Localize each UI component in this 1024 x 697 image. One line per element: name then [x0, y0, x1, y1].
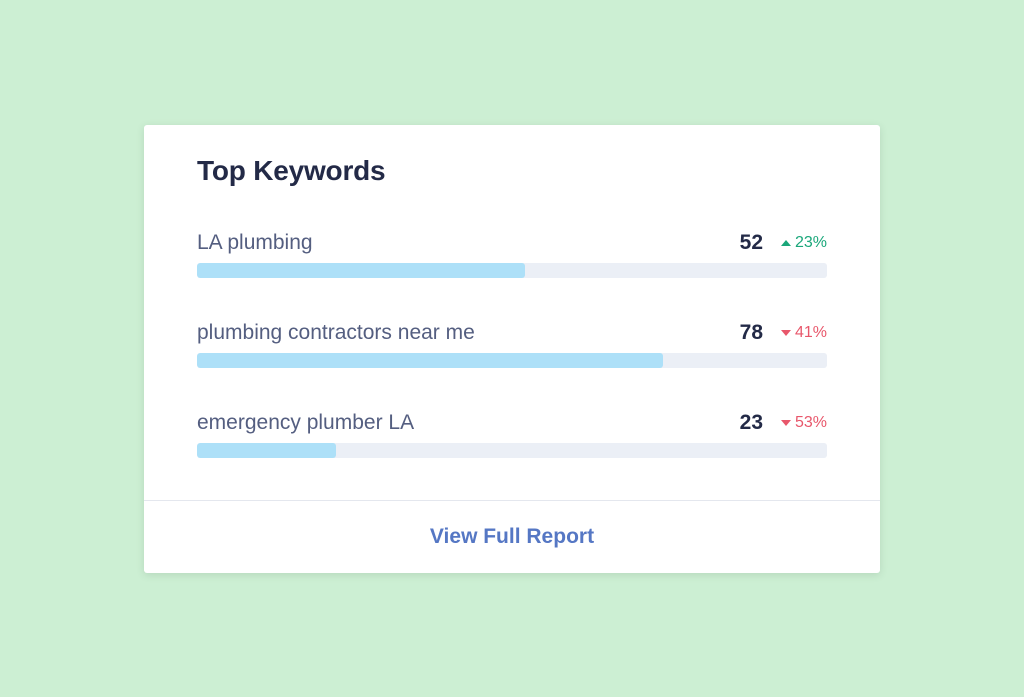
keyword-row: LA plumbing 52 23% — [197, 227, 827, 317]
keyword-change-value: 53% — [794, 414, 827, 431]
keyword-change: 41% — [777, 324, 827, 342]
keyword-change-value: 23% — [794, 234, 827, 251]
keyword-rank: 23 — [739, 411, 763, 434]
keyword-progress-fill — [197, 353, 664, 368]
keyword-progress-track — [197, 353, 827, 368]
top-keywords-card: Top Keywords LA plumbing 52 23% plumbing… — [144, 125, 880, 573]
keyword-progress-fill — [197, 443, 336, 458]
keyword-label: plumbing contractors near me — [197, 321, 475, 344]
keyword-progress-track — [197, 443, 827, 458]
triangle-down-icon — [780, 420, 791, 426]
keyword-change: 23% — [777, 234, 827, 252]
triangle-down-icon — [780, 330, 791, 336]
keyword-row: plumbing contractors near me 78 41% — [197, 317, 827, 407]
keyword-row: emergency plumber LA 23 53% — [197, 407, 827, 497]
card-title: Top Keywords — [197, 155, 386, 186]
keyword-change-value: 41% — [794, 324, 827, 341]
keyword-label: LA plumbing — [197, 231, 313, 254]
view-full-report-link[interactable]: View Full Report — [429, 525, 595, 548]
keyword-change: 53% — [777, 414, 827, 432]
keyword-rank: 52 — [739, 231, 763, 254]
keyword-list: LA plumbing 52 23% plumbing contractors … — [197, 227, 827, 497]
triangle-up-icon — [780, 240, 791, 246]
keyword-label: emergency plumber LA — [197, 411, 415, 434]
keyword-progress-fill — [197, 263, 525, 278]
keyword-rank: 78 — [739, 321, 763, 344]
keyword-progress-track — [197, 263, 827, 278]
footer-divider — [144, 500, 880, 501]
